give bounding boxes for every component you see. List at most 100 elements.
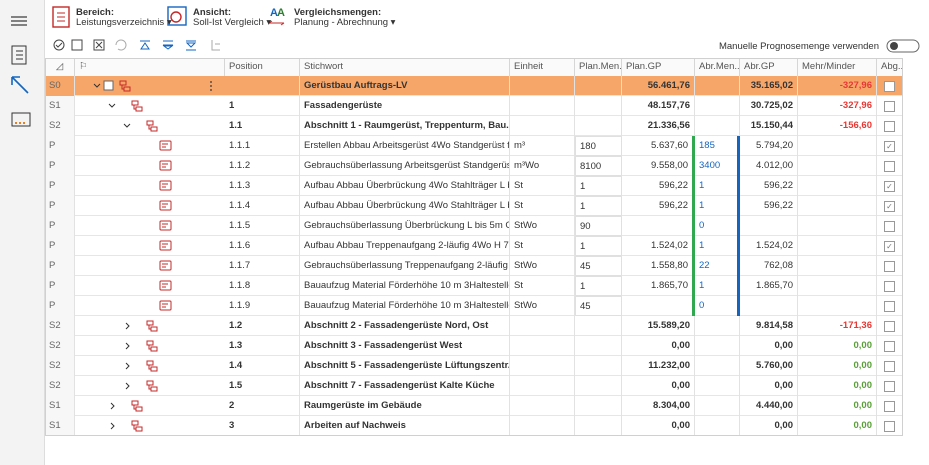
tree-icons[interactable] [75,136,225,156]
stichwort-cell: Erstellen Abbau Arbeitsgerüst 4Wo Standg… [300,136,510,156]
einheit-cell: St [510,176,575,196]
position-cell: 1.1 [225,116,300,136]
abr-men-cell [695,116,740,136]
header-tree: ⚐ [75,58,225,76]
abg-checkbox[interactable] [884,341,895,352]
einheit-cell [510,416,575,436]
abg-checkbox[interactable] [884,381,895,392]
tree-icons[interactable] [75,296,225,316]
position-cell: 1.1.5 [225,216,300,236]
tree-icons[interactable] [75,376,225,396]
abr-men-cell [695,316,740,336]
abg-checkbox[interactable] [884,421,895,432]
level-cell: S2 [45,316,75,336]
level-cell: P [45,276,75,296]
tree-icons[interactable] [75,76,225,96]
abr-men-cell [695,376,740,396]
abg-checkbox[interactable] [884,121,895,132]
abr-men-cell: 1 [695,196,740,216]
level-cell: P [45,156,75,176]
abr-men-cell: 1 [695,236,740,256]
abg-checkbox[interactable]: ✓ [884,141,895,152]
abr-men-cell [695,356,740,376]
tree-icons[interactable] [75,396,225,416]
tree-icons[interactable] [75,116,225,136]
abg-checkbox[interactable] [884,81,895,92]
plan-men-cell: 180 [575,136,622,156]
abg-checkbox[interactable] [884,401,895,412]
mehr-minder-cell: -327,96 [798,76,877,96]
einheit-cell: StWo [510,256,575,276]
abg-checkbox[interactable] [884,221,895,232]
tree-icons[interactable] [75,156,225,176]
plan-gp-cell: 9.558,00 [622,156,695,176]
table: ◿⚐PositionStichwortEinheitPlan.Men...Pla… [45,0,905,465]
tree-icons[interactable] [75,316,225,336]
abg-checkbox[interactable] [884,161,895,172]
stichwort-cell: Fassadengerüste [300,96,510,116]
mehr-minder-cell: 0,00 [798,376,877,396]
level-cell: S2 [45,356,75,376]
abg-checkbox[interactable] [884,301,895,312]
abr-gp-cell [740,296,798,316]
einheit-cell: St [510,196,575,216]
tree-icons[interactable] [75,176,225,196]
tree-icons[interactable] [75,256,225,276]
abr-men-cell: 22 [695,256,740,276]
abg-checkbox[interactable]: ✓ [884,201,895,212]
mehr-minder-cell [798,136,877,156]
stichwort-cell: Aufbau Abbau Überbrückung 4Wo Stahlträge… [300,176,510,196]
level-cell: P [45,176,75,196]
abg-checkbox[interactable] [884,281,895,292]
abr-gp-cell: 15.150,44 [740,116,798,136]
tree-icons[interactable] [75,416,225,436]
plan-gp-cell: 8.304,00 [622,396,695,416]
tree-icons[interactable] [75,196,225,216]
einheit-cell [510,396,575,416]
mehr-minder-cell [798,236,877,256]
position-cell: 1 [225,96,300,116]
column-header: Abg... [877,58,903,76]
position-cell: 1.4 [225,356,300,376]
level-cell: S2 [45,376,75,396]
stichwort-cell: Bauaufzug Material Förderhöhe 10 m 3Halt… [300,276,510,296]
abg-checkbox[interactable] [884,361,895,372]
plan-men-cell: 90 [575,216,622,236]
position-cell: 1.1.1 [225,136,300,156]
plan-gp-cell: 0,00 [622,336,695,356]
column-header: Mehr/Minder [798,58,877,76]
abg-checkbox[interactable]: ✓ [884,241,895,252]
stichwort-cell: Aufbau Abbau Treppenaufgang 2-läufig 4Wo… [300,236,510,256]
column-header: Plan.Men... [575,58,622,76]
mehr-minder-cell: 0,00 [798,416,877,436]
plan-men-cell: 1 [575,276,622,296]
tree-icons[interactable] [75,276,225,296]
einheit-cell [510,96,575,116]
plan-men-cell: 45 [575,256,622,276]
tree-icons[interactable] [75,216,225,236]
abg-checkbox[interactable] [884,101,895,112]
stichwort-cell: Aufbau Abbau Überbrückung 4Wo Stahlträge… [300,196,510,216]
plan-men-cell [575,376,622,396]
abg-checkbox[interactable] [884,321,895,332]
abg-checkbox[interactable]: ✓ [884,181,895,192]
tree-icons[interactable] [75,96,225,116]
abg-checkbox[interactable] [884,261,895,272]
tree-icons[interactable] [75,236,225,256]
abr-gp-cell: 1.524,02 [740,236,798,256]
position-cell: 1.2 [225,316,300,336]
tree-icons[interactable] [75,356,225,376]
abr-gp-cell: 9.814,58 [740,316,798,336]
einheit-cell: m³Wo [510,156,575,176]
stichwort-cell: Raumgerüste im Gebäude [300,396,510,416]
stichwort-cell: Gebrauchsüberlassung Treppenaufgang 2-lä… [300,256,510,276]
header-level: ◿ [45,58,75,76]
stichwort-cell: Abschnitt 2 - Fassadengerüste Nord, Ost [300,316,510,336]
mehr-minder-cell [798,156,877,176]
abr-gp-cell: 0,00 [740,336,798,356]
tree-icons[interactable] [75,336,225,356]
einheit-cell [510,116,575,136]
plan-men-cell [575,336,622,356]
abr-gp-cell: 0,00 [740,376,798,396]
plan-men-cell [575,416,622,436]
